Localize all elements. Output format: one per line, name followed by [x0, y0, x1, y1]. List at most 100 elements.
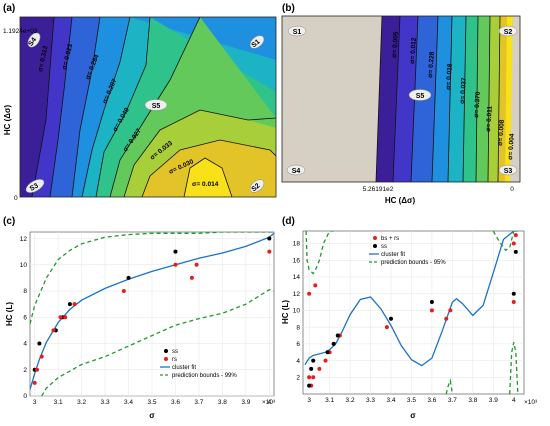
- panel-c-point-s1-2: [39, 354, 44, 359]
- panel-c-point-s0-4: [67, 302, 72, 307]
- state-label-a-1: S1: [251, 38, 262, 49]
- panel-c-legend: ss rs cluster fit prediction bounds - 99…: [160, 349, 237, 379]
- state-label-a-3: S3: [29, 182, 40, 192]
- panel-d-ytick-4: 10: [293, 308, 301, 315]
- panel-d-label: (d): [282, 216, 295, 227]
- panel-d-point-s0-6: [323, 358, 328, 363]
- panel-d-ytick-1: 4: [296, 358, 300, 365]
- legend-d-bounds: prediction bounds - 95%: [381, 260, 446, 266]
- panel-c-ytick-4: 8: [23, 288, 27, 295]
- panel-c-xlabel: σ: [149, 411, 155, 420]
- state-label-b-3: S4: [292, 168, 301, 175]
- legend-d-marker-bsrs: [373, 236, 377, 240]
- panel-c-xtick-6: 3.6: [171, 399, 180, 406]
- panel-d-point-s1-5: [335, 333, 340, 338]
- panel-c-point-s1-3: [51, 328, 56, 333]
- panel-d-xtick-9: 3.9: [489, 397, 498, 404]
- panel-d-point-s1-8: [511, 291, 516, 296]
- panel-d-point-s0-15: [511, 241, 516, 246]
- panel-c-point-s1-6: [72, 302, 77, 307]
- panel-d-point-s1-0: [307, 383, 312, 388]
- legend-c-marker-ss: [164, 349, 168, 353]
- panel-c-ytick-6: 12: [20, 236, 28, 243]
- legend-d-ss: ss: [381, 244, 387, 250]
- panel-c-point-s0-1: [37, 341, 42, 346]
- panel-c-point-s0-5: [126, 275, 131, 280]
- contour-label-b-7: σ= 0.008: [497, 119, 506, 146]
- panel-d-point-s0-1: [307, 375, 312, 380]
- panel-d-xtick-10: 4: [512, 397, 516, 404]
- panel-c-point-s1-5: [63, 315, 68, 320]
- contour-label-b-4: σ= 0.037: [459, 77, 468, 104]
- panel-c-point-s1-4: [58, 315, 63, 320]
- panel-c-series-4: [41, 288, 274, 396]
- panel-c-point-s1-0: [32, 380, 37, 385]
- panel-d-xtick-1: 3.1: [325, 397, 334, 404]
- legend-d-bsrs: bs + rs: [381, 236, 399, 242]
- panel-d-legend: bs + rs ss cluster fit prediction bounds…: [369, 236, 446, 266]
- panel-c-point-s0-6: [173, 249, 178, 254]
- panel-c-point-s1-10: [194, 262, 199, 267]
- panel-c-point-s1-7: [121, 289, 126, 294]
- panel-c-ytick-3: 6: [23, 314, 27, 321]
- panel-c-ylabel: HC (L): [5, 302, 14, 326]
- contour-label-b-1: σ= 0.012: [409, 37, 418, 64]
- panel-d-point-s0-12: [444, 316, 449, 321]
- panel-c-point-s1-9: [189, 275, 194, 280]
- panel-d-x-exponent: ×10³: [524, 399, 538, 406]
- panel-d-xtick-0: 3: [307, 397, 311, 404]
- panel-c: (c) 3 3.1 3.2 3.3 3.4 3.5 3.6 3.7 3.8 3.9 4 0 2 4 6 8 10…: [3, 216, 276, 420]
- panel-d-xtick-6: 3.6: [427, 397, 436, 404]
- legend-c-marker-rs: [164, 357, 168, 361]
- panel-c-point-s1-11: [267, 249, 272, 254]
- panel-c-xtick-8: 3.8: [218, 399, 227, 406]
- panel-c-ytick-2: 4: [23, 341, 27, 348]
- state-label-b-4: S3: [504, 168, 513, 175]
- contour-label-b-2: σ= 0.228: [427, 51, 436, 78]
- panel-c-label: (c): [3, 216, 15, 227]
- panel-d-point-s0-3: [311, 375, 316, 380]
- panel-a-label: (a): [3, 3, 15, 14]
- panel-c-series-2: [30, 232, 274, 390]
- legend-d-marker-ss: [373, 244, 377, 248]
- panel-c-lines: [30, 232, 274, 396]
- panel-d-ytick-2: 6: [296, 341, 300, 348]
- panel-d-point-s1-6: [388, 316, 393, 321]
- panel-c-xtick-10: 4: [267, 399, 271, 406]
- panel-d-xtick-7: 3.7: [448, 397, 457, 404]
- panel-d-point-s1-4: [331, 341, 336, 346]
- panel-b: (b) σ= 0.005 σ= 0.: [281, 3, 521, 205]
- panel-c-xtick-1: 3.1: [54, 399, 63, 406]
- panel-d-point-s0-13: [448, 308, 453, 313]
- panel-d-point-s0-10: [384, 325, 389, 330]
- panel-d-point-s0-4: [313, 283, 318, 288]
- contour-label-b-6: σ= 0.011: [485, 105, 494, 132]
- panel-a-ytick-bottom: 0: [14, 195, 18, 202]
- panel-d-xtick-4: 3.4: [386, 397, 395, 404]
- panel-b-xlabel: HC (Δσ): [385, 196, 416, 205]
- panel-d-point-s1-7: [429, 300, 434, 305]
- panel-c-xtick-2: 3.2: [77, 399, 86, 406]
- legend-c-rs: rs: [172, 357, 177, 363]
- panel-d-series-6: [509, 342, 519, 394]
- panel-d-series-3: [305, 231, 334, 275]
- panel-d-ytick-3: 8: [296, 324, 300, 331]
- panel-a-ylabel: HC (Δσ): [3, 105, 12, 136]
- panel-c-point-s0-7: [267, 236, 272, 241]
- panel-c-point-s1-8: [173, 262, 178, 267]
- contour-label-b-8: σ= 0.004: [507, 133, 516, 160]
- panel-a-ytick-top: 1.1924e+03: [3, 28, 38, 35]
- state-label-a-4: S2: [251, 182, 262, 193]
- panel-c-xtick-0: 3: [33, 399, 37, 406]
- panel-c-ticks: 3 3.1 3.2 3.3 3.4 3.5 3.6 3.7 3.8 3.9 4 0 2 4 6 8 10 12: [20, 236, 272, 406]
- panel-c-xtick-3: 3.3: [101, 399, 110, 406]
- contour-label-b-3: σ= 0.018: [445, 63, 454, 90]
- panel-a-state-markers: S4 S1 S5 S3 S2: [25, 32, 265, 193]
- panel-a-contour-lines: [31, 17, 276, 197]
- panel-d-ytick-7: 16: [293, 257, 301, 264]
- legend-d-fit: cluster fit: [381, 252, 405, 258]
- panel-c-xtick-4: 3.4: [124, 399, 133, 406]
- panel-d-ytick-6: 14: [293, 274, 301, 281]
- panel-b-xtick-right: 0: [510, 186, 514, 193]
